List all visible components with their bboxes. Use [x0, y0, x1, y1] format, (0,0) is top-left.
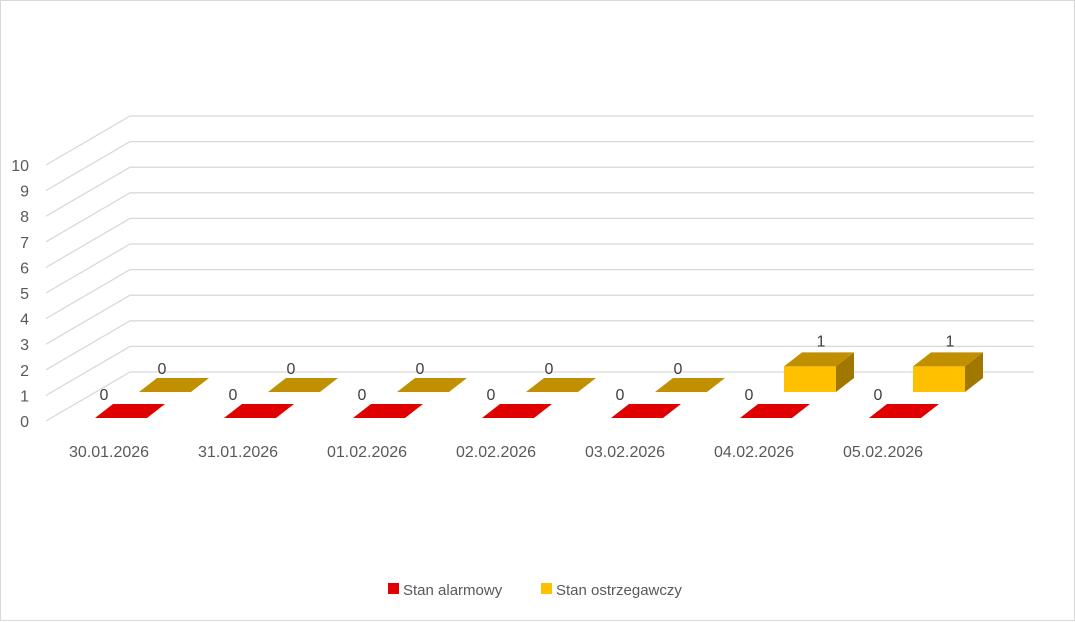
gridline-diagonal	[45, 269, 131, 320]
gridline-diagonal	[45, 141, 131, 192]
bar-stan-ostrzegawczy: 0	[655, 361, 725, 392]
y-tick-label: 6	[20, 260, 29, 277]
y-tick-label: 1	[20, 388, 29, 405]
bar-stan-ostrzegawczy: 0	[397, 361, 467, 392]
bar-stan-ostrzegawczy: 0	[526, 361, 596, 392]
bar-stan-ostrzegawczy: 1	[784, 333, 854, 392]
y-tick-label: 7	[20, 235, 29, 252]
bar-top-face	[740, 404, 810, 418]
bar-top-face	[611, 404, 681, 418]
x-category-label: 03.02.2026	[585, 444, 665, 461]
y-tick-label: 2	[20, 363, 29, 380]
x-category-label: 05.02.2026	[843, 444, 923, 461]
gridline-diagonal	[45, 115, 131, 166]
y-tick-label: 4	[20, 312, 29, 329]
legend: Stan alarmowy Stan ostrzegawczy	[388, 582, 682, 599]
y-tick-label: 9	[20, 184, 29, 201]
bars: 0 0 0 0 0 0 0 0 0 0 0 0 1 1	[95, 333, 983, 418]
data-label: 0	[287, 361, 296, 378]
gridline-diagonal	[45, 320, 131, 371]
gridline-diagonal	[45, 217, 131, 268]
gridline-diagonal	[45, 243, 131, 294]
bar-front-face	[784, 366, 836, 392]
legend-swatch	[541, 583, 552, 594]
bar-stan-ostrzegawczy: 0	[139, 361, 209, 392]
data-label: 0	[358, 387, 367, 404]
data-label: 0	[616, 387, 625, 404]
bar-stan-alarmowy: 0	[353, 387, 423, 418]
bar-side-face	[965, 352, 983, 392]
bar-stan-alarmowy: 0	[869, 387, 939, 418]
bar-top-face	[139, 378, 209, 392]
y-tick-label: 8	[20, 209, 29, 226]
x-category-label: 01.02.2026	[327, 444, 407, 461]
bar-top-face	[913, 352, 983, 367]
x-category-label: 31.01.2026	[198, 444, 278, 461]
y-tick-label: 3	[20, 337, 29, 354]
bar-top-face	[268, 378, 338, 392]
gridline-diagonal	[45, 294, 131, 345]
gridline-diagonal	[45, 192, 131, 243]
data-label: 0	[745, 387, 754, 404]
bar-stan-alarmowy: 0	[224, 387, 294, 418]
bar-top-face	[353, 404, 423, 418]
bar-stan-alarmowy: 0	[611, 387, 681, 418]
bar-top-face	[482, 404, 552, 418]
gridline-diagonal	[45, 166, 131, 217]
y-tick-label: 10	[11, 158, 29, 175]
legend-label: Stan alarmowy	[403, 582, 503, 599]
data-label: 0	[158, 361, 167, 378]
x-axis-categories: 30.01.2026 31.01.2026 01.02.2026 02.02.2026…	[69, 444, 923, 461]
bar-stan-alarmowy: 0	[740, 387, 810, 418]
y-tick-label: 5	[20, 286, 29, 303]
data-label: 1	[817, 333, 826, 350]
gridline-diagonal	[45, 345, 131, 396]
bar-top-face	[655, 378, 725, 392]
data-label: 0	[874, 387, 883, 404]
bar-side-face	[836, 352, 854, 392]
bar-stan-ostrzegawczy: 0	[268, 361, 338, 392]
data-label: 0	[545, 361, 554, 378]
gridline-diagonal	[45, 371, 131, 422]
legend-label: Stan ostrzegawczy	[556, 582, 682, 599]
data-label: 0	[100, 387, 109, 404]
bar-top-face	[397, 378, 467, 392]
y-tick-label: 0	[20, 414, 29, 431]
y-axis-ticks: 0 1 2 3 4 5 6 7 8 9 10	[11, 158, 29, 431]
bar-top-face	[224, 404, 294, 418]
bar-stan-ostrzegawczy: 1	[913, 333, 983, 392]
bar-top-face	[784, 352, 854, 367]
bar-stan-alarmowy: 0	[95, 387, 165, 418]
gridlines	[45, 115, 1034, 422]
bar-stan-alarmowy: 0	[482, 387, 552, 418]
legend-swatch	[388, 583, 399, 594]
data-label: 0	[229, 387, 238, 404]
x-category-label: 30.01.2026	[69, 444, 149, 461]
bar-top-face	[526, 378, 596, 392]
data-label: 1	[946, 333, 955, 350]
bar-front-face	[913, 366, 965, 392]
bar-top-face	[869, 404, 939, 418]
data-label: 0	[674, 361, 683, 378]
x-category-label: 02.02.2026	[456, 444, 536, 461]
data-label: 0	[487, 387, 496, 404]
data-label: 0	[416, 361, 425, 378]
bar-top-face	[95, 404, 165, 418]
x-category-label: 04.02.2026	[714, 444, 794, 461]
